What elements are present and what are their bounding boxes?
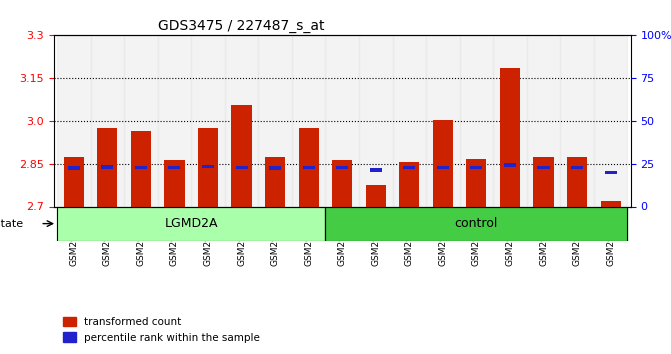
Bar	[325, 35, 359, 206]
Bar	[303, 166, 315, 169]
Bar	[164, 160, 185, 206]
Bar	[504, 164, 516, 167]
Bar	[537, 166, 550, 170]
Bar	[605, 171, 617, 174]
Bar	[299, 128, 319, 206]
Bar	[527, 35, 560, 206]
Bar	[493, 35, 527, 206]
Bar	[168, 166, 180, 170]
Bar	[399, 162, 419, 206]
Bar	[292, 35, 325, 206]
Bar	[131, 131, 151, 206]
Bar	[567, 156, 587, 206]
Bar	[91, 35, 124, 206]
Bar	[332, 160, 352, 206]
Bar	[269, 166, 281, 170]
Bar	[158, 35, 191, 206]
Text: LGMD2A: LGMD2A	[164, 217, 218, 230]
Bar	[437, 166, 449, 170]
Bar	[57, 206, 325, 241]
Bar	[336, 166, 348, 170]
Bar	[198, 128, 218, 206]
Bar	[594, 35, 627, 206]
Bar	[135, 166, 147, 170]
Bar	[470, 166, 482, 170]
Bar	[225, 35, 258, 206]
Bar	[366, 185, 386, 206]
Bar	[57, 206, 325, 241]
Bar	[236, 166, 248, 170]
Bar	[601, 201, 621, 206]
Bar	[325, 206, 627, 241]
Bar	[466, 159, 486, 206]
Bar	[124, 35, 158, 206]
Bar	[64, 156, 84, 206]
Bar	[533, 156, 554, 206]
Bar	[571, 166, 583, 170]
Bar	[359, 35, 393, 206]
Bar	[403, 166, 415, 170]
Bar	[426, 35, 460, 206]
Bar	[258, 35, 292, 206]
Bar	[393, 35, 426, 206]
Bar	[101, 165, 113, 169]
Bar	[560, 35, 594, 206]
Bar	[460, 35, 493, 206]
Bar	[97, 128, 117, 206]
Bar	[68, 166, 80, 170]
Bar	[57, 35, 91, 206]
Legend: transformed count, percentile rank within the sample: transformed count, percentile rank withi…	[59, 313, 264, 347]
Text: control: control	[455, 217, 498, 230]
Bar	[370, 168, 382, 172]
Bar	[231, 105, 252, 206]
Text: disease state: disease state	[0, 219, 23, 229]
Bar	[202, 165, 214, 168]
Text: GDS3475 / 227487_s_at: GDS3475 / 227487_s_at	[158, 19, 324, 33]
Bar	[191, 35, 225, 206]
Bar	[325, 206, 627, 241]
Bar	[500, 68, 520, 206]
Bar	[265, 156, 285, 206]
Bar	[433, 120, 453, 206]
